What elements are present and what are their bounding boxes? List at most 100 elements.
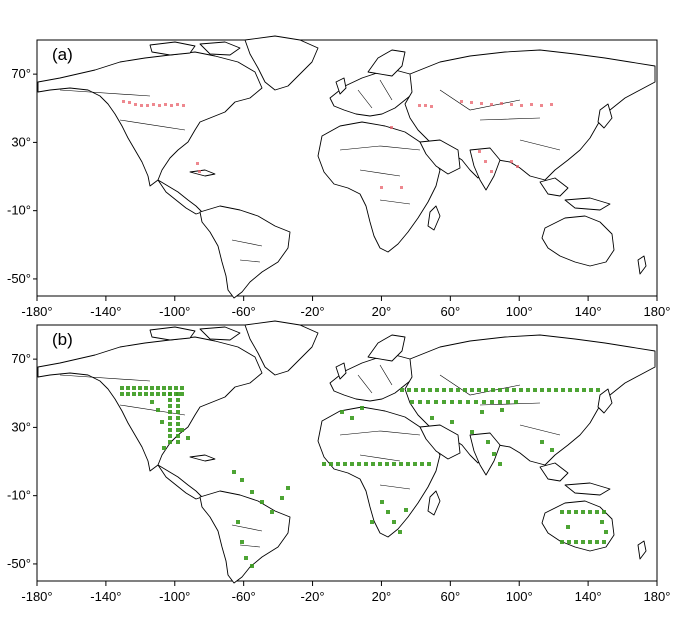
- y-tick-label: -10°: [7, 203, 31, 218]
- highlight-cell: [581, 540, 585, 544]
- map-frame-a: [36, 39, 658, 297]
- highlight-cell: [414, 388, 418, 392]
- highlight-cell: [174, 386, 178, 390]
- highlight-cell: [470, 101, 473, 104]
- highlight-cell: [500, 102, 503, 105]
- highlight-cell: [588, 510, 592, 514]
- highlight-cell: [158, 104, 161, 107]
- highlight-cell: [574, 540, 578, 544]
- highlight-cell: [407, 388, 411, 392]
- highlight-cell: [458, 400, 462, 404]
- x-tick-label: 140°: [575, 589, 602, 604]
- highlight-cell: [250, 490, 254, 494]
- highlight-cell: [386, 510, 390, 514]
- highlight-cell: [196, 162, 199, 165]
- highlight-cell: [132, 392, 136, 396]
- highlight-cell: [150, 386, 154, 390]
- highlight-cells-a: [122, 100, 553, 189]
- highlight-cell: [140, 104, 143, 107]
- highlight-cell: [547, 388, 551, 392]
- highlight-cell: [491, 388, 495, 392]
- x-tick-label: -180°: [21, 589, 52, 604]
- highlight-cell: [400, 388, 404, 392]
- highlight-cell: [427, 462, 431, 466]
- highlight-cell: [186, 436, 190, 440]
- highlight-cell: [477, 388, 481, 392]
- highlight-cell: [498, 400, 502, 404]
- highlight-cell: [600, 520, 604, 524]
- highlight-cell: [120, 392, 124, 396]
- highlight-cell: [138, 386, 142, 390]
- y-tick-label: 70°: [11, 351, 31, 366]
- highlight-cell: [168, 434, 172, 438]
- highlight-cell: [322, 462, 326, 466]
- highlight-cell: [530, 103, 533, 106]
- x-tick-label: 60°: [440, 304, 460, 319]
- highlight-cell: [176, 410, 180, 414]
- highlight-cell: [413, 462, 417, 466]
- highlight-cell: [595, 540, 599, 544]
- highlight-cell: [498, 388, 502, 392]
- highlight-cell: [176, 416, 180, 420]
- highlight-cell: [260, 500, 264, 504]
- highlight-cell: [180, 386, 184, 390]
- highlight-cell: [250, 564, 254, 568]
- land-outline-a: [37, 35, 656, 299]
- highlight-cell: [380, 186, 383, 189]
- highlight-cell: [126, 386, 130, 390]
- highlight-cell: [449, 388, 453, 392]
- highlight-cell: [442, 400, 446, 404]
- axis-ticks-b: -180° -140° -100° -60° -20° 20° 60° 100° 140° 180…: [7, 351, 670, 604]
- highlight-cell: [240, 478, 244, 482]
- highlight-cell: [480, 102, 483, 105]
- highlight-cell: [329, 462, 333, 466]
- highlight-cell: [550, 103, 553, 106]
- highlight-cell: [168, 416, 172, 420]
- highlight-cell: [595, 510, 599, 514]
- x-tick-label: 100°: [506, 304, 533, 319]
- highlight-cell: [512, 388, 516, 392]
- highlight-cell: [176, 392, 180, 396]
- highlight-cell: [244, 556, 248, 560]
- highlight-cell: [588, 540, 592, 544]
- highlight-cell: [156, 392, 160, 396]
- highlight-cell: [470, 430, 474, 434]
- highlight-cells-b: [120, 386, 608, 568]
- highlight-cell: [490, 103, 493, 106]
- highlight-cell: [410, 400, 414, 404]
- highlight-cell: [484, 388, 488, 392]
- highlight-cell: [370, 520, 374, 524]
- y-tick-label: -50°: [7, 556, 31, 571]
- highlight-cell: [589, 388, 593, 392]
- highlight-cell: [150, 400, 154, 404]
- highlight-cell: [540, 440, 544, 444]
- axis-ticks-a: -180° -140° -100° -60° -20° 20° 60° 100° 140° 180…: [7, 66, 670, 319]
- highlight-cell: [516, 165, 519, 168]
- highlight-cell: [357, 462, 361, 466]
- highlight-cell: [340, 410, 344, 414]
- x-tick-label: 20°: [372, 589, 392, 604]
- panel-label-a: (a): [52, 45, 73, 64]
- highlight-cell: [162, 386, 166, 390]
- highlight-cell: [162, 392, 166, 396]
- highlight-cell: [128, 101, 131, 104]
- highlight-cell: [286, 486, 290, 490]
- highlight-cell: [120, 386, 124, 390]
- highlight-cell: [144, 392, 148, 396]
- highlight-cell: [526, 388, 530, 392]
- highlight-cell: [490, 170, 493, 173]
- highlight-cell: [168, 410, 172, 414]
- highlight-cell: [505, 388, 509, 392]
- highlight-cell: [350, 416, 354, 420]
- x-tick-label: 180°: [644, 589, 671, 604]
- highlight-cell: [420, 462, 424, 466]
- highlight-cell: [450, 400, 454, 404]
- highlight-cell: [168, 404, 172, 408]
- highlight-cell: [168, 398, 172, 402]
- x-tick-label: -60°: [232, 304, 256, 319]
- x-tick-label: 180°: [644, 304, 671, 319]
- highlight-cell: [176, 428, 180, 432]
- highlight-cell: [385, 462, 389, 466]
- highlight-cell: [560, 540, 564, 544]
